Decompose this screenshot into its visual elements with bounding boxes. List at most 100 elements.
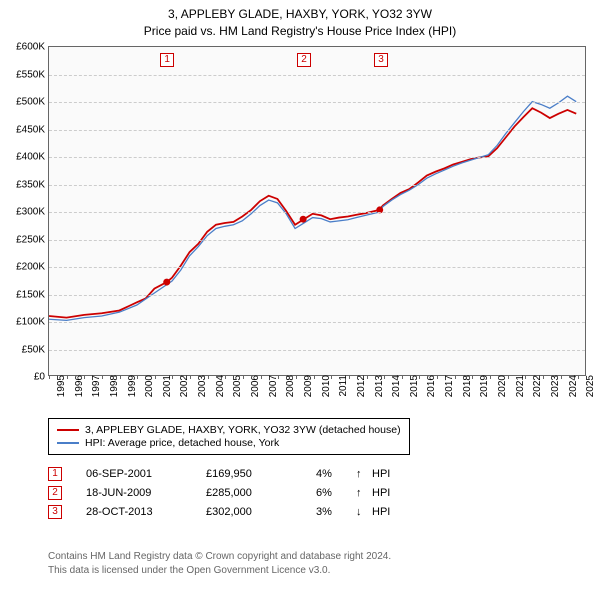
x-axis-label: 2011 xyxy=(335,375,349,397)
gridline xyxy=(49,240,585,241)
x-tick xyxy=(384,375,385,379)
x-axis-label: 2001 xyxy=(159,375,173,397)
x-axis-label: 2006 xyxy=(247,375,261,397)
transaction-hpi-label: HPI xyxy=(372,487,402,499)
legend-swatch xyxy=(57,442,79,444)
gridline xyxy=(49,322,585,323)
footer-line-2: This data is licensed under the Open Gov… xyxy=(48,564,578,578)
x-tick xyxy=(208,375,209,379)
title-line-1: 3, APPLEBY GLADE, HAXBY, YORK, YO32 3YW xyxy=(0,6,600,23)
chart-lines-svg xyxy=(49,47,585,375)
transaction-date: 18-JUN-2009 xyxy=(86,487,206,499)
footer-line-1: Contains HM Land Registry data © Crown c… xyxy=(48,550,578,564)
x-tick xyxy=(331,375,332,379)
gridline xyxy=(49,102,585,103)
x-axis-label: 2020 xyxy=(494,375,508,397)
chart-container: 3, APPLEBY GLADE, HAXBY, YORK, YO32 3YW … xyxy=(0,0,600,590)
transaction-price: £169,950 xyxy=(206,468,316,480)
x-axis-label: 2008 xyxy=(282,375,296,397)
x-axis-label: 2007 xyxy=(265,375,279,397)
y-axis-label: £550K xyxy=(5,69,49,80)
x-tick xyxy=(278,375,279,379)
transaction-marker: 2 xyxy=(48,486,62,500)
x-tick xyxy=(243,375,244,379)
table-row: 3 28-OCT-2013 £302,000 3% ↓ HPI xyxy=(48,505,402,519)
x-tick xyxy=(190,375,191,379)
y-axis-label: £500K xyxy=(5,97,49,108)
title-line-2: Price paid vs. HM Land Registry's House … xyxy=(0,23,600,40)
transaction-price: £285,000 xyxy=(206,487,316,499)
x-axis-label: 2023 xyxy=(547,375,561,397)
x-tick xyxy=(296,375,297,379)
legend-swatch xyxy=(57,429,79,431)
transaction-date: 06-SEP-2001 xyxy=(86,468,206,480)
x-axis-label: 2025 xyxy=(582,375,596,397)
arrow-up-icon: ↑ xyxy=(356,487,372,499)
x-axis-label: 2012 xyxy=(353,375,367,397)
x-axis-label: 2009 xyxy=(300,375,314,397)
gridline xyxy=(49,130,585,131)
x-tick xyxy=(261,375,262,379)
transaction-hpi-label: HPI xyxy=(372,468,402,480)
chart-marker: 3 xyxy=(374,53,388,67)
legend-label: 3, APPLEBY GLADE, HAXBY, YORK, YO32 3YW … xyxy=(85,424,401,436)
x-tick xyxy=(67,375,68,379)
y-axis-label: £400K xyxy=(5,152,49,163)
x-tick xyxy=(314,375,315,379)
chart-marker: 2 xyxy=(297,53,311,67)
x-axis-label: 2000 xyxy=(141,375,155,397)
legend-box: 3, APPLEBY GLADE, HAXBY, YORK, YO32 3YW … xyxy=(48,418,410,455)
transaction-pct: 3% xyxy=(316,506,356,518)
transaction-marker: 1 xyxy=(48,467,62,481)
x-tick xyxy=(455,375,456,379)
chart-marker: 1 xyxy=(160,53,174,67)
sale-point-dot xyxy=(163,279,170,286)
y-axis-label: £450K xyxy=(5,124,49,135)
arrow-up-icon: ↑ xyxy=(356,468,372,480)
gridline xyxy=(49,295,585,296)
x-tick xyxy=(155,375,156,379)
y-axis-label: £300K xyxy=(5,207,49,218)
x-axis-label: 2016 xyxy=(423,375,437,397)
sale-point-dot xyxy=(300,216,307,223)
x-tick xyxy=(437,375,438,379)
table-row: 1 06-SEP-2001 £169,950 4% ↑ HPI xyxy=(48,467,402,481)
x-tick xyxy=(419,375,420,379)
x-axis-label: 2022 xyxy=(529,375,543,397)
x-tick xyxy=(578,375,579,379)
x-tick xyxy=(102,375,103,379)
y-axis-label: £150K xyxy=(5,289,49,300)
y-axis-label: £0 xyxy=(5,372,49,383)
x-axis-label: 2002 xyxy=(176,375,190,397)
x-axis-label: 2003 xyxy=(194,375,208,397)
transaction-pct: 4% xyxy=(316,468,356,480)
title-block: 3, APPLEBY GLADE, HAXBY, YORK, YO32 3YW … xyxy=(0,0,600,42)
x-tick xyxy=(508,375,509,379)
x-tick xyxy=(120,375,121,379)
x-axis-label: 1997 xyxy=(88,375,102,397)
x-axis-label: 2024 xyxy=(565,375,579,397)
gridline xyxy=(49,75,585,76)
gridline xyxy=(49,350,585,351)
x-axis-label: 2017 xyxy=(441,375,455,397)
x-tick xyxy=(525,375,526,379)
x-tick xyxy=(367,375,368,379)
x-tick xyxy=(349,375,350,379)
x-axis-label: 2015 xyxy=(406,375,420,397)
x-axis-label: 2019 xyxy=(476,375,490,397)
x-tick xyxy=(543,375,544,379)
x-tick xyxy=(137,375,138,379)
legend-row: 3, APPLEBY GLADE, HAXBY, YORK, YO32 3YW … xyxy=(57,424,401,436)
x-axis-label: 2018 xyxy=(459,375,473,397)
y-axis-label: £100K xyxy=(5,317,49,328)
legend-label: HPI: Average price, detached house, York xyxy=(85,437,279,449)
x-tick xyxy=(225,375,226,379)
y-axis-label: £250K xyxy=(5,234,49,245)
transaction-pct: 6% xyxy=(316,487,356,499)
gridline xyxy=(49,212,585,213)
transaction-price: £302,000 xyxy=(206,506,316,518)
x-axis-label: 2010 xyxy=(318,375,332,397)
x-tick xyxy=(172,375,173,379)
transaction-hpi-label: HPI xyxy=(372,506,402,518)
y-axis-label: £50K xyxy=(5,344,49,355)
